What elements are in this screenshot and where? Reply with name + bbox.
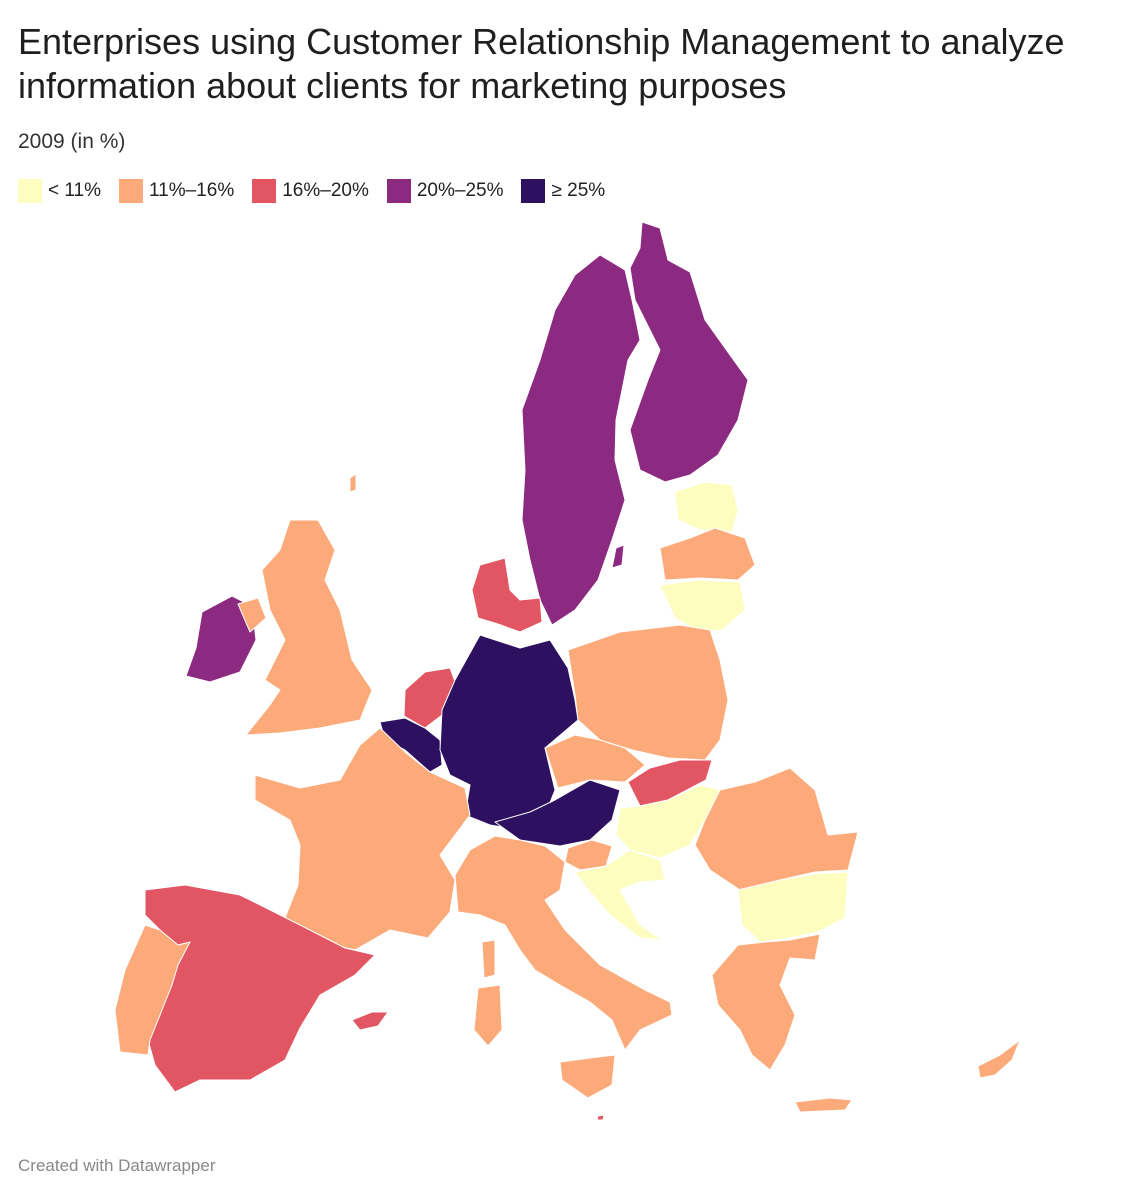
legend-label: 11%–16% xyxy=(149,180,235,201)
region-sardinia[interactable] xyxy=(473,984,503,1047)
legend-label: 20%–25% xyxy=(416,180,504,201)
region-slovenia[interactable] xyxy=(564,839,613,871)
legend-item-under-11: < 11% xyxy=(18,179,101,203)
legend-item-25-plus: ≥ 25% xyxy=(521,179,605,203)
legend-swatch xyxy=(386,179,411,203)
legend: < 11% 11%–16% 16%–20% 20%–25% ≥ 25% xyxy=(18,179,623,203)
region-lithuania[interactable] xyxy=(659,579,746,633)
region-portugal[interactable] xyxy=(114,924,191,1056)
footer-credit: Created with Datawrapper xyxy=(18,1156,216,1175)
legend-swatch xyxy=(18,179,42,203)
region-finland[interactable] xyxy=(629,221,749,483)
region-gotland[interactable] xyxy=(611,544,625,569)
region-czechia[interactable] xyxy=(544,734,646,789)
region-romania[interactable] xyxy=(694,767,859,891)
region-balearics[interactable] xyxy=(351,1011,389,1031)
region-poland[interactable] xyxy=(567,624,729,761)
europe-map xyxy=(114,221,1021,1121)
region-greece[interactable] xyxy=(711,933,821,1071)
legend-item-11-16: 11%–16% xyxy=(119,179,234,203)
region-ireland[interactable] xyxy=(185,595,257,683)
region-denmark[interactable] xyxy=(471,557,543,633)
region-crete[interactable] xyxy=(794,1097,853,1113)
region-croatia[interactable] xyxy=(574,849,666,941)
legend-label: < 11% xyxy=(48,180,101,201)
region-latvia[interactable] xyxy=(659,527,756,581)
map-title: Enterprises using Customer Relationship … xyxy=(18,21,1065,106)
map-subtitle: 2009 (in %) xyxy=(18,130,126,153)
legend-swatch xyxy=(119,179,143,203)
legend-swatch xyxy=(252,179,277,203)
region-italy[interactable] xyxy=(454,835,673,1051)
legend-label: ≥ 25% xyxy=(551,180,606,201)
legend-label: 16%–20% xyxy=(282,180,369,201)
region-sicily[interactable] xyxy=(559,1054,616,1099)
legend-swatch xyxy=(521,179,546,203)
region-norway-sweden[interactable] xyxy=(521,254,641,626)
legend-item-20-25: 20%–25% xyxy=(386,179,504,203)
region-austria[interactable] xyxy=(494,779,621,847)
region-estonia[interactable] xyxy=(674,481,739,533)
region-northern-ireland[interactable] xyxy=(237,597,267,633)
region-shetland[interactable] xyxy=(349,473,357,493)
region-cyprus[interactable] xyxy=(977,1039,1021,1079)
region-corsica[interactable] xyxy=(481,939,496,979)
legend-item-16-20: 16%–20% xyxy=(252,179,369,203)
region-france[interactable] xyxy=(254,727,471,951)
region-uk[interactable] xyxy=(245,519,373,736)
region-bulgaria[interactable] xyxy=(737,871,849,943)
region-malta[interactable] xyxy=(596,1114,605,1121)
